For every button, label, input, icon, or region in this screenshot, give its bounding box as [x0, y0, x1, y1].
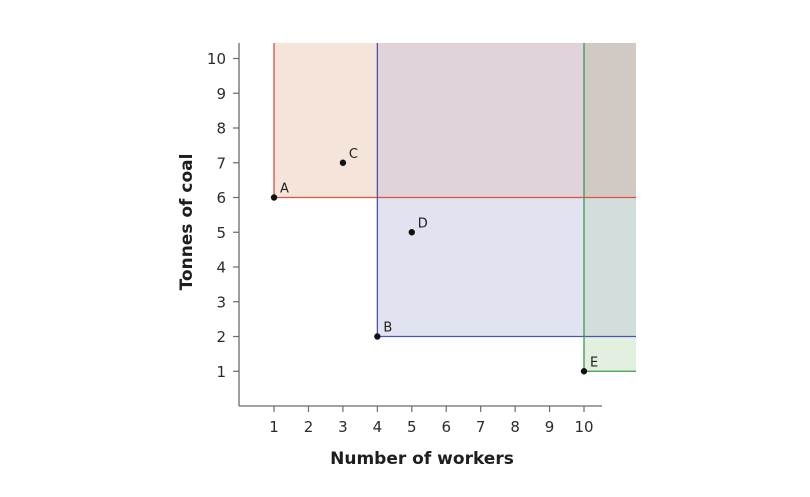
- point-label-c: C: [349, 147, 358, 162]
- y-tick-label: 2: [216, 328, 226, 346]
- x-tick-label: 4: [373, 418, 383, 436]
- point-b: [374, 333, 381, 340]
- x-axis-title: Number of workers: [330, 449, 514, 469]
- y-axis-ticks: 1 2 3 4 5 6 7 8 9 10: [207, 50, 239, 381]
- y-axis-title: Tonnes of coal: [177, 154, 197, 291]
- x-tick-label: 8: [510, 418, 520, 436]
- point-label-d: D: [418, 216, 428, 231]
- point-label-a: A: [280, 182, 289, 197]
- y-tick-label: 7: [216, 154, 226, 172]
- point-c: [339, 159, 347, 166]
- y-tick-label: 6: [216, 189, 226, 207]
- x-tick-label: 2: [304, 418, 314, 436]
- x-tick-label: 10: [574, 418, 593, 436]
- x-axis-ticks: 1 2 3 4 5 6 7 8 9 10: [269, 406, 594, 436]
- y-tick-label: 4: [216, 259, 226, 277]
- x-tick-label: 5: [407, 418, 417, 436]
- point-a: [270, 194, 278, 201]
- x-tick-label: 6: [441, 418, 451, 436]
- x-tick-label: 3: [338, 418, 348, 436]
- y-tick-label: 10: [207, 50, 226, 68]
- overlap-a-b-e: [584, 43, 636, 198]
- x-tick-label: 9: [545, 418, 555, 436]
- region-boundary-lines: [273, 43, 636, 372]
- x-tick-label: 1: [269, 418, 279, 436]
- x-tick-label: 7: [476, 418, 486, 436]
- y-tick-label: 3: [216, 293, 226, 311]
- point-label-b: B: [383, 321, 392, 336]
- point-e: [580, 368, 588, 375]
- point-d: [408, 229, 415, 236]
- y-tick-label: 9: [216, 85, 226, 103]
- point-label-e: E: [590, 355, 598, 370]
- axes: [238, 43, 602, 407]
- y-tick-label: 8: [216, 120, 226, 138]
- y-tick-label: 1: [216, 363, 226, 381]
- data-points: A B C D E: [270, 147, 598, 375]
- dominance-regions: [274, 43, 636, 372]
- y-tick-label: 5: [216, 224, 226, 242]
